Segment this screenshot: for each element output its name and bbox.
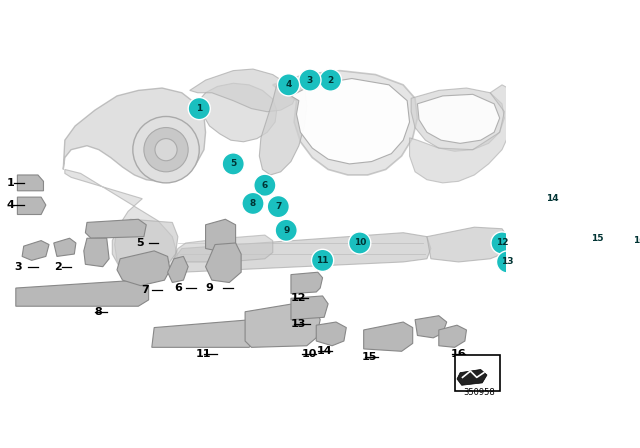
Text: 14: 14 xyxy=(545,194,558,203)
Polygon shape xyxy=(189,69,296,112)
Text: 12: 12 xyxy=(496,238,508,247)
Polygon shape xyxy=(273,71,417,175)
Polygon shape xyxy=(259,80,307,175)
Text: 13: 13 xyxy=(501,258,514,267)
Text: 11: 11 xyxy=(316,256,329,265)
Text: 14: 14 xyxy=(316,346,332,356)
Circle shape xyxy=(349,232,371,254)
Circle shape xyxy=(222,153,244,175)
Text: 7: 7 xyxy=(141,285,148,295)
Polygon shape xyxy=(291,78,410,164)
Polygon shape xyxy=(152,320,257,347)
Text: 9: 9 xyxy=(283,226,289,235)
Circle shape xyxy=(268,195,289,218)
Text: 3: 3 xyxy=(15,262,22,271)
Polygon shape xyxy=(439,325,467,347)
Circle shape xyxy=(491,232,513,254)
Polygon shape xyxy=(427,227,510,262)
Polygon shape xyxy=(85,219,147,238)
Text: 13: 13 xyxy=(291,319,307,329)
Circle shape xyxy=(541,188,563,210)
Text: 3: 3 xyxy=(307,76,313,85)
Polygon shape xyxy=(364,322,413,351)
Circle shape xyxy=(497,251,518,273)
Polygon shape xyxy=(17,197,46,215)
Circle shape xyxy=(144,128,188,172)
Polygon shape xyxy=(291,296,328,320)
Polygon shape xyxy=(410,85,514,183)
Text: 8: 8 xyxy=(95,307,102,317)
Text: 10: 10 xyxy=(302,349,317,359)
Text: 15: 15 xyxy=(591,234,603,243)
Text: 4: 4 xyxy=(6,200,14,210)
Text: 6: 6 xyxy=(174,283,182,293)
Text: 1: 1 xyxy=(196,104,202,113)
Circle shape xyxy=(188,98,211,120)
Polygon shape xyxy=(245,302,320,347)
Polygon shape xyxy=(411,88,504,151)
Polygon shape xyxy=(117,251,170,286)
Text: 350958: 350958 xyxy=(463,388,495,397)
Polygon shape xyxy=(174,233,431,272)
Text: 12: 12 xyxy=(291,293,307,303)
Text: 9: 9 xyxy=(205,283,213,293)
Polygon shape xyxy=(63,88,205,181)
Text: 16: 16 xyxy=(632,236,640,245)
Polygon shape xyxy=(84,238,109,267)
Circle shape xyxy=(586,227,608,249)
Text: 1: 1 xyxy=(6,178,14,188)
Polygon shape xyxy=(16,280,148,306)
Polygon shape xyxy=(168,256,188,283)
Circle shape xyxy=(242,192,264,215)
Text: 5: 5 xyxy=(136,238,144,248)
Circle shape xyxy=(254,174,276,196)
Circle shape xyxy=(133,116,199,183)
Polygon shape xyxy=(196,83,276,142)
Polygon shape xyxy=(457,370,487,385)
Polygon shape xyxy=(316,322,346,346)
Text: 10: 10 xyxy=(353,238,366,247)
Circle shape xyxy=(278,74,300,96)
Polygon shape xyxy=(65,169,178,283)
Polygon shape xyxy=(112,219,178,276)
Circle shape xyxy=(299,69,321,91)
Circle shape xyxy=(312,249,333,271)
Polygon shape xyxy=(22,241,49,260)
Polygon shape xyxy=(205,243,241,283)
Polygon shape xyxy=(415,316,447,338)
Text: 4: 4 xyxy=(285,80,292,89)
Text: 11: 11 xyxy=(196,349,212,359)
Polygon shape xyxy=(417,95,500,143)
Polygon shape xyxy=(17,175,44,191)
Circle shape xyxy=(319,69,342,91)
Text: 8: 8 xyxy=(250,199,256,208)
Circle shape xyxy=(275,219,297,241)
Polygon shape xyxy=(205,219,236,253)
Bar xyxy=(454,355,500,391)
Text: 5: 5 xyxy=(230,159,236,168)
Polygon shape xyxy=(291,272,323,293)
Circle shape xyxy=(628,229,640,252)
Polygon shape xyxy=(54,238,76,256)
Circle shape xyxy=(155,138,177,161)
Text: 2: 2 xyxy=(327,76,333,85)
Text: 2: 2 xyxy=(54,262,61,271)
Text: 6: 6 xyxy=(262,181,268,190)
Text: 7: 7 xyxy=(275,202,282,211)
Text: 16: 16 xyxy=(451,349,467,359)
Polygon shape xyxy=(174,235,273,262)
Text: 15: 15 xyxy=(362,352,378,362)
